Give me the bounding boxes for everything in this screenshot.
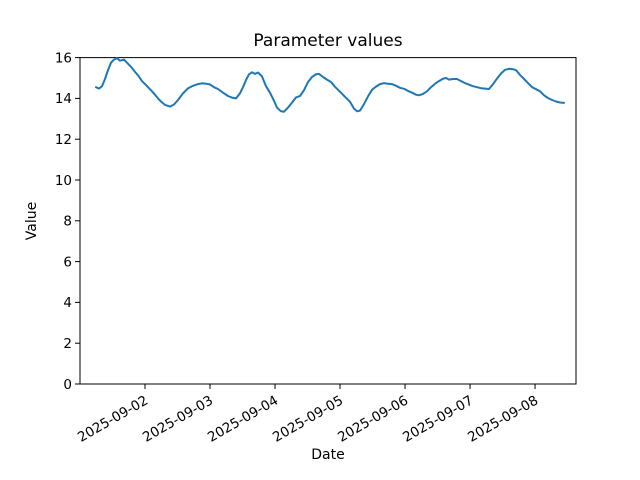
chart-title: Parameter values bbox=[253, 31, 402, 51]
y-axis-ticks: 0 2 4 6 8 10 12 14 16 bbox=[55, 50, 80, 393]
x-tick-label: 2025-09-03 bbox=[140, 393, 216, 446]
y-tick-label: 2 bbox=[63, 336, 72, 352]
y-tick-label: 4 bbox=[63, 295, 72, 311]
x-tick-label: 2025-09-08 bbox=[465, 393, 541, 446]
x-axis-label: Date bbox=[311, 447, 344, 463]
x-tick-label: 2025-09-04 bbox=[205, 393, 281, 446]
x-tick-label: 2025-09-06 bbox=[335, 393, 411, 446]
y-axis-label: Value bbox=[24, 202, 40, 240]
y-tick-label: 16 bbox=[55, 50, 72, 66]
y-tick-label: 14 bbox=[55, 91, 72, 107]
y-tick-label: 6 bbox=[63, 254, 72, 270]
y-tick-label: 10 bbox=[55, 173, 72, 189]
y-tick-label: 12 bbox=[55, 132, 72, 148]
x-axis-ticks: 2025-09-022025-09-032025-09-042025-09-05… bbox=[75, 384, 541, 446]
y-tick-label: 8 bbox=[63, 214, 72, 230]
plot-border bbox=[79, 57, 577, 385]
x-tick-label: 2025-09-07 bbox=[400, 393, 476, 446]
y-tick-label: 0 bbox=[63, 377, 72, 393]
x-tick-label: 2025-09-05 bbox=[270, 393, 346, 446]
data-line-series bbox=[95, 57, 565, 113]
x-tick-label: 2025-09-02 bbox=[75, 393, 151, 446]
